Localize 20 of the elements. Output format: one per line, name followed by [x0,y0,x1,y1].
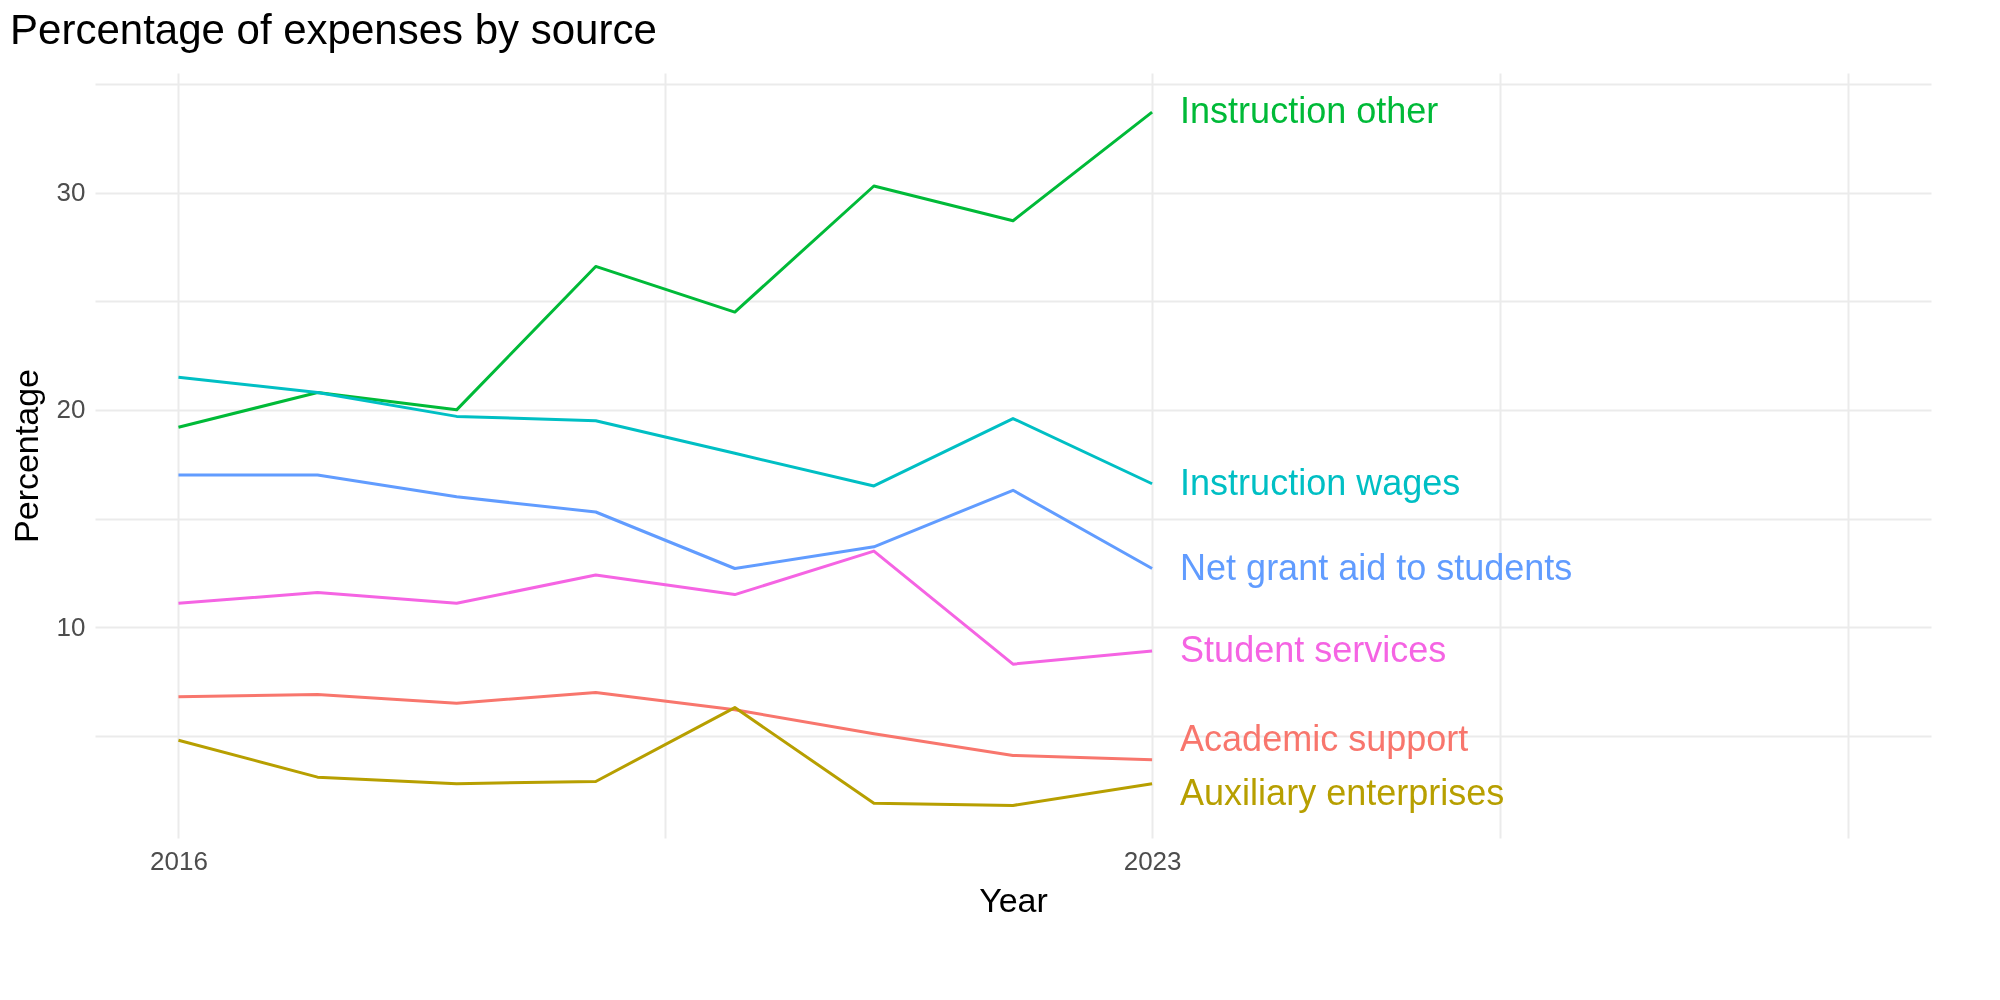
series-label: Auxiliary enterprises [1180,771,1505,813]
series-label: Net grant aid to students [1180,546,1573,588]
series-label: Instruction other [1180,90,1439,132]
line-series [176,706,1154,807]
line-series [176,690,1154,762]
series-label: Instruction wages [1180,461,1461,503]
y-tick-label: 30 [56,177,86,208]
x-tick-label: 2016 [150,845,208,876]
series-label: Academic support [1180,717,1469,759]
line-series [176,549,1154,666]
x-axis-title: Year [979,880,1048,919]
line-series [176,375,1154,488]
chart-title: Percentage of expenses by source [10,6,657,53]
y-tick-label: 10 [56,611,86,642]
x-tick-label: 2023 [1123,845,1182,876]
line-series [176,473,1154,571]
y-axis-title: Percentage [6,369,45,543]
y-tick-label: 20 [56,394,86,425]
series-label: Student services [1180,629,1447,671]
line-series [176,110,1154,429]
